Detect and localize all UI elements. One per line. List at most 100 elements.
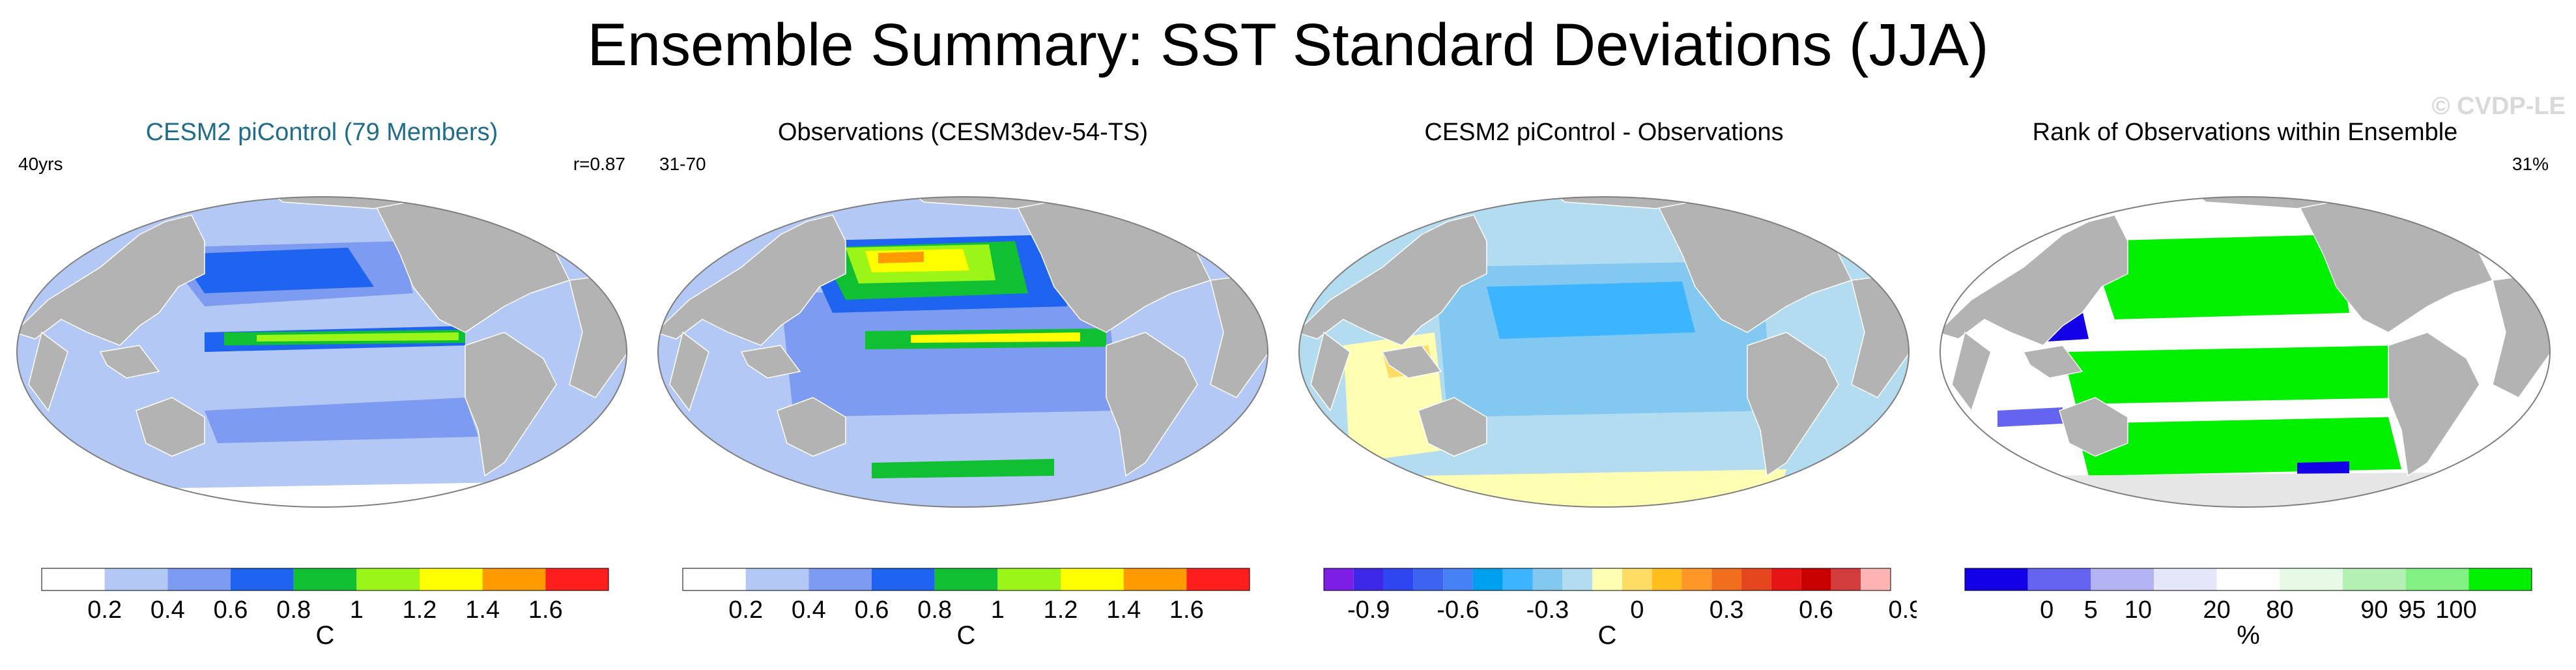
colorbar-tick-label: 1.6 [1169, 596, 1204, 624]
panel-title: CESM2 piControl - Observations [1424, 119, 1784, 146]
colorbar-swatch [1353, 568, 1384, 590]
contour-region [2297, 461, 2349, 477]
colorbar-tick-label: -0.3 [1526, 596, 1569, 624]
panel-title: Observations (CESM3dev-54-TS) [777, 119, 1149, 146]
land-mass [1381, 345, 1442, 379]
panel-title: Rank of Observations within Ensemble [2032, 119, 2458, 146]
colorbar: 0 5 10 20 80 90 95 100% [1964, 568, 2532, 645]
colorbar-unit-label: % [2237, 621, 2260, 645]
global-map [16, 196, 627, 508]
colorbar-swatch [1711, 568, 1742, 590]
colorbar-swatch [2091, 568, 2154, 590]
land-mass [1299, 214, 1487, 346]
contour-region [1997, 407, 2063, 427]
global-map [657, 196, 1268, 508]
colorbar-swatch [1682, 568, 1712, 590]
colorbar-swatch [2154, 568, 2217, 590]
global-map [1298, 175, 1910, 508]
colorbar: 0.2 0.4 0.6 0.8 1 1.2 1.4 1.6 C [682, 568, 1250, 645]
colorbar-tick-label: 10 [2125, 596, 2152, 624]
global-map [1939, 196, 2551, 508]
land-mass [1106, 332, 1198, 477]
panel-pattern-correlation: r=0.87 [573, 154, 625, 174]
contour-region [2063, 345, 2408, 404]
contour-region [2024, 473, 2440, 507]
contour-region [257, 332, 459, 342]
colorbar-tick-label: 1.6 [528, 596, 563, 624]
colorbar-swatch [1562, 568, 1593, 590]
map-outline [1939, 196, 2551, 508]
panel-observations: Observations (CESM3dev-54-TS) 31-70 0.2 0… [650, 117, 1276, 658]
colorbar-tick-label: 0 [1630, 596, 1644, 624]
contour-region [872, 459, 1054, 478]
colorbar-tick-label: 1.4 [1106, 596, 1141, 624]
panel-title: CESM2 piControl (79 Members) [145, 119, 498, 146]
colorbar-swatch [42, 568, 105, 590]
contour-region [139, 482, 504, 507]
colorbar-swatch [1801, 568, 1831, 590]
colorbar-tick-label: 0.8 [917, 596, 952, 624]
panel-rank: Rank of Observations within Ensemble 31%… [1932, 117, 2558, 658]
colorbar-swatch [1622, 568, 1652, 590]
colorbar-swatch [545, 568, 608, 590]
map-outline [1298, 196, 1910, 508]
land-mass [740, 345, 801, 379]
colorbar-swatch [356, 568, 420, 590]
colorbar-swatch [809, 568, 872, 590]
colorbar-swatch [231, 568, 294, 590]
contour-region [2089, 235, 2349, 319]
land-mass [2388, 332, 2480, 477]
land-mass [1951, 331, 1992, 412]
colorbar-swatch [482, 568, 546, 590]
colorbar-tick-label: -0.9 [1347, 596, 1390, 624]
land-mass [1310, 331, 1351, 412]
colorbar-tick-label: 20 [2203, 596, 2231, 624]
colorbar-swatch [1592, 568, 1622, 590]
contour-region [1565, 175, 1656, 197]
colorbar-frame [41, 568, 609, 591]
colorbar-swatch [1472, 568, 1503, 590]
panel-period-label: 31-70 [659, 154, 706, 174]
colorbar-swatch [2216, 568, 2280, 590]
panel-difference: CESM2 piControl - Observations -0.9 -0.6-… [1291, 117, 1917, 658]
land-mass [465, 332, 557, 477]
land-mass [136, 397, 205, 457]
colorbar-swatch [1061, 568, 1124, 590]
land-mass [17, 214, 205, 346]
contour-region [878, 252, 924, 263]
colorbar: -0.9 -0.6 -0.3 0 0.3 0.6 0.9 C [1323, 568, 1917, 645]
colorbar-swatch [1502, 568, 1533, 590]
colorbar-swatch [1771, 568, 1801, 590]
land-mass [1418, 397, 1487, 457]
contour-region [2076, 417, 2401, 476]
colorbar-tick-label: 90 [2360, 596, 2388, 624]
colorbar-tick-label: 0.3 [1710, 596, 1744, 624]
panel-period-label: 40yrs [18, 154, 63, 174]
colorbar-tick-label: 0 [2040, 596, 2054, 624]
colorbar-tick-label: 1.4 [465, 596, 500, 624]
colorbar-tick-label: 0.6 [855, 596, 889, 624]
colorbar-unit-label: C [316, 621, 335, 645]
contour-region [179, 248, 374, 293]
colorbar-swatch [2469, 568, 2532, 590]
colorbar-frame [682, 568, 1250, 591]
colorbar-swatch [1532, 568, 1563, 590]
colorbar: 0.2 0.4 0.6 0.8 1 1.2 1.4 1.6 C [41, 568, 609, 645]
land-mass [1940, 214, 2128, 346]
colorbar-swatch [1861, 568, 1891, 590]
colorbar-swatch [1443, 568, 1473, 590]
colorbar-swatch [1123, 568, 1187, 590]
colorbar-swatch [1831, 568, 1861, 590]
land-mass [99, 345, 160, 379]
colorbar-tick-label: 80 [2266, 596, 2293, 624]
colorbar-swatch [2280, 568, 2343, 590]
land-mass [2022, 345, 2083, 379]
colorbar-frame [1323, 568, 1891, 591]
colorbar-swatch [104, 568, 168, 590]
land-mass [777, 397, 846, 457]
colorbar-tick-label: 5 [2084, 596, 2098, 624]
colorbar-swatch [2343, 568, 2406, 590]
colorbar-swatch [1741, 568, 1771, 590]
colorbar-frame [1964, 568, 2532, 591]
contour-region [205, 398, 478, 443]
